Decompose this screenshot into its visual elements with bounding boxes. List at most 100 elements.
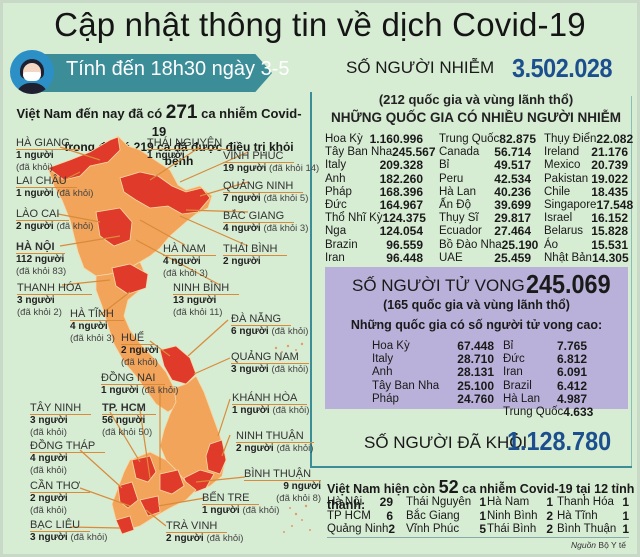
- table-row: Nga 124.054: [325, 224, 423, 239]
- table-row: Bình Thuận 1: [557, 522, 629, 536]
- table-row: Đức 6.812: [503, 352, 587, 367]
- table-row: Hoa Kỳ 1.160.996: [325, 132, 423, 146]
- province-lao-cai: LÀO CAI 2 người (đã khỏi): [16, 208, 94, 232]
- table-row: Ireland 21.176: [544, 145, 628, 160]
- table-row: Belarus 15.828: [544, 224, 628, 239]
- province-khanh-hoa: KHÁNH HÒA 1 người (đã khỏi): [232, 392, 310, 416]
- summary-prefix: Việt Nam đến nay đã có: [16, 106, 163, 121]
- province-ha-noi: HÀ NỘI 112 người (đã khỏi 83): [16, 241, 67, 277]
- table-row: Bồ Đào Nha 25.190: [439, 237, 539, 252]
- summary-suffix: ca nhiễm Covid-19: [151, 106, 302, 139]
- table-row: Thụy Điển 22.082: [544, 132, 634, 146]
- total-cases: 271: [165, 102, 198, 123]
- table-row: Mexico 20.739: [544, 158, 628, 173]
- province-da-nang: ĐÀ NẴNG 6 người (đã khỏi): [231, 313, 309, 337]
- divider: [327, 537, 629, 538]
- active-column-2: Thái Nguyên 1 Bắc Giang 1 Vĩnh Phúc 5: [406, 495, 486, 537]
- table-row: Peru 42.534: [439, 171, 531, 186]
- province-ha-nam: HÀ NAM 4 người (đã khỏi 3): [163, 243, 216, 280]
- deaths-column-2: Bỉ 7.765 Đức 6.812 Iran 6.091 Brazil 6.412 H…: [503, 339, 594, 420]
- province-ha-tinh: HÀ TĨNH 4 người (đã khỏi 3): [70, 308, 124, 345]
- table-row: Pháp 168.396: [325, 184, 423, 199]
- date-banner-text: Tính đến 18h30 ngày 3-5: [66, 58, 290, 80]
- province-quang-nam: QUẢNG NAM 3 người (đã khỏi): [231, 351, 309, 375]
- province-hue: HUẾ 2 người (đã khỏi): [121, 332, 159, 368]
- table-row: Thụy Sĩ 29.817: [439, 211, 531, 226]
- deaths-list-title: Những quốc gia có số người tử vong cao:: [350, 318, 603, 332]
- table-row: Pakistan 19.022: [544, 171, 628, 186]
- table-row: Hà Nội 29: [327, 495, 393, 509]
- table-row: Italy 28.710: [372, 352, 494, 367]
- date-banner: [34, 54, 272, 92]
- vietnam-map: [47, 135, 311, 535]
- province-bac-lieu: BẠC LIÊU 3 người (đã khỏi): [30, 519, 108, 543]
- table-row: Tây Ban Nha 245.567: [325, 145, 436, 160]
- province-ha-giang: HÀ GIANG 1 người (đã khỏi): [16, 137, 80, 174]
- deaths-label: SỐ NGƯỜI TỬ VONG: [352, 276, 525, 295]
- recovered-value: 1.128.780: [507, 426, 612, 456]
- table-row: Đức 164.967: [325, 198, 423, 213]
- infections-column-3: Thụy Điển 22.082 Ireland 21.176 Mexico 20.7…: [544, 132, 634, 265]
- table-row: Thổ Nhĩ Kỳ 124.375: [325, 211, 426, 226]
- table-row: Hoa Kỳ 67.448: [372, 339, 494, 353]
- divider-horizontal: [310, 466, 632, 468]
- table-row: Hà Lan 40.236: [439, 184, 531, 199]
- active-cases-heading: Việt Nam hiện còn 52 ca nhiễm Covid-19 t…: [327, 477, 635, 512]
- province-dong-thap: ĐỒNG THÁP 4 người (đã khỏi): [30, 440, 106, 477]
- province-binh-thuan: BÌNH THUẬN 9 người (đã khỏi 8): [244, 468, 322, 504]
- table-row: Bắc Giang 1: [406, 508, 486, 523]
- table-row: Israel 16.152: [544, 211, 628, 226]
- province-tra-vinh: TRÀ VINH 2 người (đã khỏi): [166, 520, 244, 544]
- table-row: Bỉ 49.517: [439, 158, 531, 173]
- masked-person-avatar-icon: [10, 50, 54, 94]
- province-thanh-hoa: THANH HÓA 3 người (đã khỏi 2): [17, 282, 92, 319]
- infections-list-title: NHỮNG QUỐC GIA CÓ NHIỀU NGƯỜI NHIỄM: [331, 110, 621, 125]
- province-vinh-phuc: VĨNH PHÚC 19 người (đã khỏi 14): [223, 150, 320, 174]
- table-row: Bỉ 7.765: [503, 339, 587, 353]
- province-tay-ninh: TÂY NINH 3 người (đã khỏi): [30, 402, 92, 439]
- table-row: Ecuador 27.464: [439, 224, 531, 239]
- table-row: Ninh Bình 2: [487, 508, 553, 523]
- source-credit: Nguồn Bộ Y tế: [570, 540, 626, 550]
- active-column-4: Thanh Hóa 1 Hà Tĩnh 1 Bình Thuận 1: [557, 495, 629, 537]
- province-can-tho: CẦN THƠ 2 người (đã khỏi): [30, 480, 91, 517]
- province-ninh-binh: NINH BÌNH 13 người (đã khỏi 11): [173, 282, 240, 319]
- table-row: Chile 18.435: [544, 184, 628, 199]
- table-row: Brazil 6.412: [503, 378, 587, 393]
- table-row: Pháp 24.760: [372, 391, 494, 406]
- table-row: Quảng Ninh 2: [327, 522, 396, 536]
- infections-column-2: Trung Quốc 82.875 Canada 56.714 Bỉ 49.517 P…: [439, 132, 539, 265]
- province-ninh-thuan: NINH THUẬN 2 người (đã khỏi): [236, 430, 314, 454]
- table-row: Anh 182.260: [325, 171, 423, 186]
- province-bac-giang: BẮC GIANG 4 người (đã khỏi 3): [223, 210, 309, 234]
- deaths-subtitle: (165 quốc gia và vùng lãnh thổ): [383, 298, 570, 312]
- table-row: Vĩnh Phúc 5: [406, 522, 486, 536]
- table-row: Áo 15.531: [544, 237, 628, 252]
- table-row: Anh 28.131: [372, 365, 494, 380]
- table-row: Hà Nam 1: [487, 495, 553, 509]
- table-row: Iran 6.091: [503, 365, 587, 380]
- province-ben-tre: BẾN TRE 1 người (đã khỏi): [202, 492, 280, 516]
- table-row: Trung Quốc 4.633: [503, 405, 594, 420]
- infections-column-1: Hoa Kỳ 1.160.996 Tây Ban Nha 245.567 Italy…: [325, 132, 436, 265]
- table-row: Hà Lan 4.987: [503, 391, 587, 406]
- divider-vertical: [310, 92, 312, 468]
- table-row: Iran 96.448: [325, 250, 423, 265]
- province-thai-binh: THÁI BÌNH 2 người: [223, 243, 288, 268]
- divider-right: [631, 96, 632, 466]
- table-row: Canada 56.714: [439, 145, 531, 160]
- page-title: Cập nhật thông tin về dịch Covid-19: [54, 6, 586, 43]
- province-tp-hcm: TP. HCM 56 người (đã khỏi 50): [102, 402, 156, 439]
- infections-value: 3.502.028: [512, 53, 613, 83]
- province-lai-chau: LAI CHÂU 1 người (đã khỏi): [16, 175, 94, 199]
- table-row: Thái Bình 2: [487, 522, 553, 536]
- table-row: UAE 25.459: [439, 250, 531, 265]
- active-column-1: Hà Nội 29 TP HCM 6 Quảng Ninh 2: [327, 495, 396, 537]
- province-dong-nai: ĐỒNG NAI 1 người (đã khỏi): [101, 372, 179, 396]
- table-row: Italy 209.328: [325, 158, 423, 173]
- table-row: Ấn Độ 39.699: [439, 198, 531, 213]
- table-row: Tây Ban Nha 25.100: [372, 378, 494, 393]
- deaths-panel: [325, 267, 628, 409]
- table-row: Hà Tĩnh 1: [557, 508, 629, 523]
